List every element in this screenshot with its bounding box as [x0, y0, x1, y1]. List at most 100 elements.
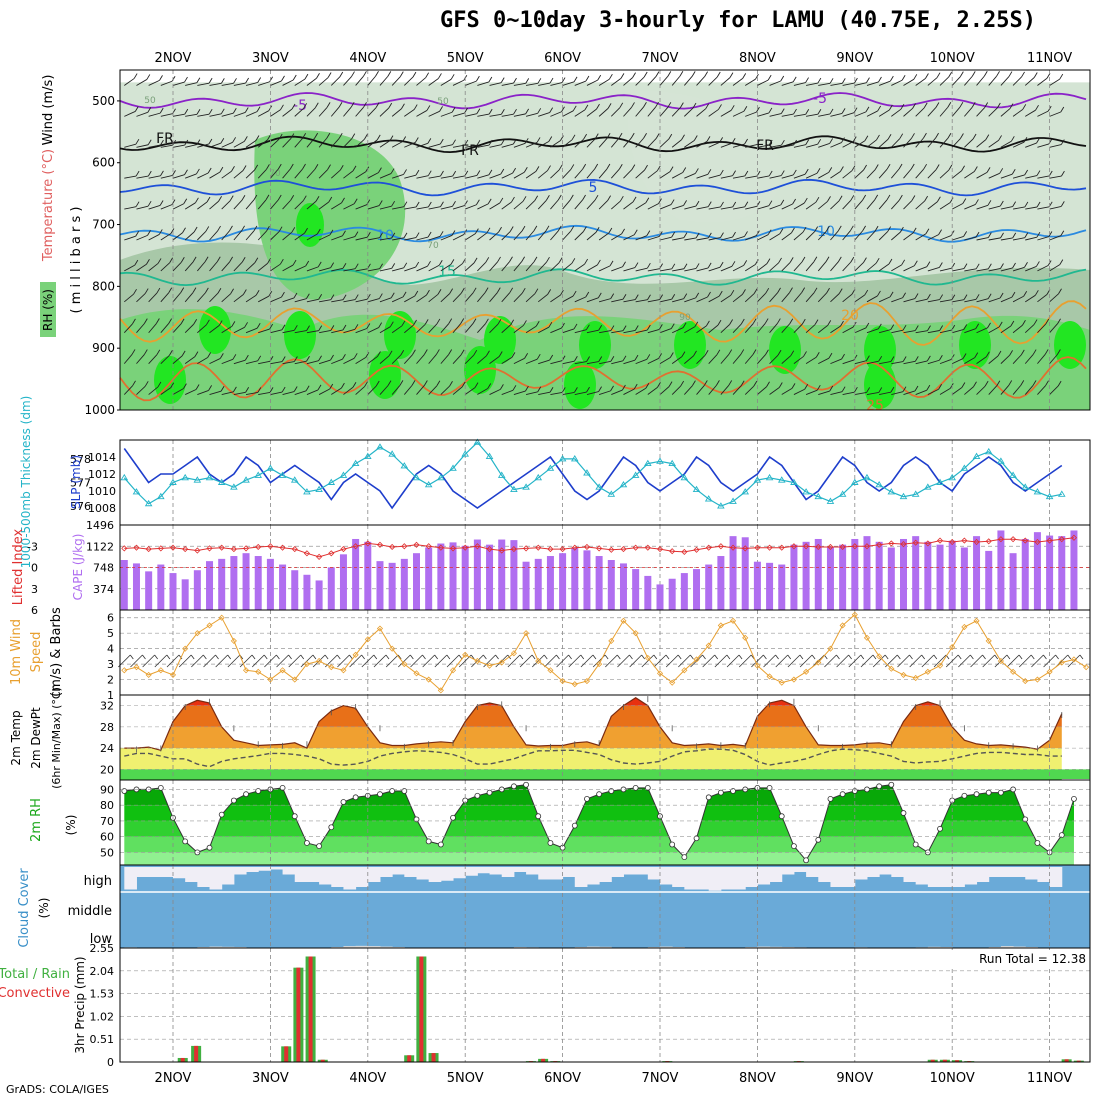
cloud-high-clear	[440, 867, 454, 881]
wind-barb-flag	[171, 199, 176, 205]
wind-barb-flag	[743, 105, 748, 112]
wind-barb-flag	[695, 200, 700, 207]
surface-wind-barb-flag	[1067, 654, 1072, 660]
wind-barb-flag	[1036, 201, 1041, 208]
wind-barb	[428, 206, 441, 210]
wind-barb	[452, 205, 465, 210]
cloud-high-clear	[1049, 867, 1063, 887]
wind-barb-flag	[926, 293, 931, 300]
wind-barb	[818, 113, 831, 117]
wind-barb	[537, 199, 547, 210]
wind-barb	[440, 354, 450, 364]
wind-barb	[927, 169, 937, 179]
wind-barb	[939, 169, 950, 179]
cloud-level-high: high	[84, 874, 112, 889]
wind-barb	[720, 77, 731, 86]
wind-barb	[854, 327, 866, 334]
wind-barb	[233, 141, 245, 148]
cape-bar	[425, 547, 433, 610]
wind-barb-flag	[534, 195, 539, 201]
wind-barb-flag	[706, 320, 710, 327]
wind-barb-flag	[950, 354, 955, 360]
rh-point	[766, 784, 773, 791]
surface-wind-barb-flag	[495, 654, 499, 660]
wind-barb-flag	[536, 137, 541, 143]
wind-barb-flag	[426, 105, 431, 111]
cape-bar	[924, 541, 932, 610]
wind-barb	[513, 261, 522, 272]
wind-barb-flag	[549, 107, 554, 113]
wind-barb	[477, 292, 486, 303]
cloud-low-bar	[660, 946, 673, 948]
surface-wind-barb-flag	[276, 654, 280, 660]
wind-barb	[793, 261, 803, 272]
li-point	[876, 541, 883, 548]
wind-barb	[842, 293, 853, 303]
wind-barb-flag	[146, 74, 151, 80]
wind-speed-point	[474, 657, 481, 665]
wind-barb-flag	[389, 321, 394, 327]
wind-barb	[489, 231, 499, 241]
wind-barb-flag	[720, 232, 724, 238]
wind-barb	[160, 292, 170, 303]
wind-barb-flag	[608, 73, 613, 80]
wind-barb	[623, 299, 636, 303]
wind-barb-flag	[671, 263, 676, 270]
wind-barb	[1012, 266, 1025, 272]
wind-barb	[890, 168, 900, 179]
wind-barb-flag	[305, 260, 310, 267]
cape-bar	[218, 558, 226, 610]
temp-band	[120, 697, 1062, 706]
wind-barb-flag	[219, 166, 224, 173]
wind-barb	[477, 355, 487, 364]
wind-barb-flag	[683, 293, 688, 299]
wind-barb-flag	[634, 294, 639, 300]
wind-speed-point	[997, 657, 1004, 665]
wind-speed-point	[340, 667, 347, 674]
wind-speed-point	[255, 668, 262, 675]
surface-wind-barb	[665, 654, 679, 668]
wind-speed-point	[462, 651, 469, 658]
surface-wind-barb-flag	[263, 654, 268, 660]
x-tick-label-bottom: 8NOV	[739, 1071, 776, 1086]
temp-bands	[120, 697, 1062, 780]
wind-barb	[550, 392, 563, 395]
wind-barb	[428, 385, 438, 395]
wind-barb-flag	[557, 194, 562, 201]
wind-barb-flag	[253, 194, 258, 201]
wind-barb-flag	[377, 351, 381, 357]
li-point	[754, 544, 761, 551]
surface-wind-barb	[872, 654, 886, 668]
thickness-point	[595, 483, 603, 490]
wind-speed-point	[206, 622, 213, 629]
wind-barb	[744, 264, 756, 272]
temperature-contour-5	[119, 178, 1087, 197]
wind-barb-flag	[342, 353, 346, 360]
wind-barb	[233, 230, 242, 241]
li-point	[949, 538, 956, 546]
wind-barb	[197, 389, 209, 395]
wind-barb	[878, 168, 888, 179]
cape-bar	[193, 570, 201, 610]
cape-bar	[766, 562, 774, 610]
wind-barb-flag	[1060, 201, 1065, 207]
surface-wind-barb-flag	[568, 654, 572, 660]
wind-barb	[148, 234, 160, 241]
wind-barb-flag	[997, 350, 1002, 357]
rh-point	[912, 841, 919, 848]
cape-bar	[352, 538, 360, 610]
wind-barb-flag	[874, 225, 879, 232]
wind-barb	[538, 326, 550, 334]
li-point	[1034, 538, 1041, 546]
x-tick-label-top: 5NOV	[447, 51, 484, 66]
wind-barb	[769, 80, 781, 86]
wind-barb-flag	[573, 76, 578, 83]
wind-barb	[330, 76, 341, 86]
thickness-point	[497, 471, 506, 478]
surface-wind-barb	[166, 654, 180, 668]
surface-wind-barb	[848, 654, 862, 668]
wind-barb	[416, 236, 429, 241]
wind-barb-flag	[1008, 380, 1013, 386]
wind-barb	[404, 237, 417, 241]
precip-convective-bar	[431, 1053, 436, 1062]
